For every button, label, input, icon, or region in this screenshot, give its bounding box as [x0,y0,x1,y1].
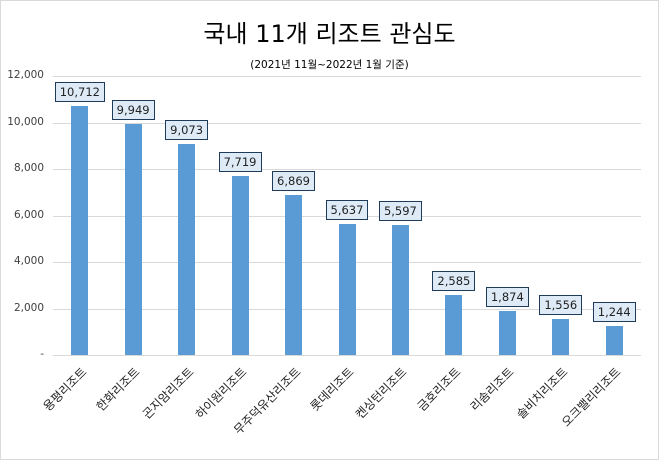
data-label: 1,556 [539,294,583,315]
gridline [53,122,641,124]
y-tick-label: - [40,348,44,360]
chart-title: 국내 11개 리조트 관심도 [203,20,456,48]
data-label: 9,949 [111,99,155,120]
bar [71,105,89,355]
gridline [53,355,641,356]
data-label: 6,869 [272,171,315,192]
y-tick-label: 4,000 [13,255,44,267]
chart-subtitle: (2021년 11월~2022년 1월 기준) [250,59,409,71]
y-tick-label: 6,000 [13,208,44,221]
y-tick-label: 10,000 [7,115,44,128]
bar [391,224,409,355]
bar [338,223,356,355]
data-label: 7,719 [218,151,262,172]
plot-area: -2,000 4,000 6,000 8,000 10,000 12,000 10,712 용… [7,69,641,437]
gridline [53,76,641,77]
bar [231,175,249,355]
bar [552,318,570,355]
data-label: 5,597 [378,200,422,221]
y-tick-label: 12,000 [7,69,44,81]
data-label: 10,712 [54,81,105,102]
data-label: 1,874 [485,287,529,308]
data-label: 9,073 [165,120,209,141]
data-label: 2,585 [432,270,476,291]
bar [605,326,623,355]
y-tick-label: 8,000 [13,162,44,174]
gridline [53,169,641,170]
bar [285,195,303,355]
data-label: 1,244 [592,302,636,323]
bar [498,311,516,355]
data-label: 5,637 [325,199,369,220]
bar [178,144,196,355]
bar [445,294,463,355]
y-tick-label: 2,000 [13,301,44,314]
bar [124,123,142,355]
